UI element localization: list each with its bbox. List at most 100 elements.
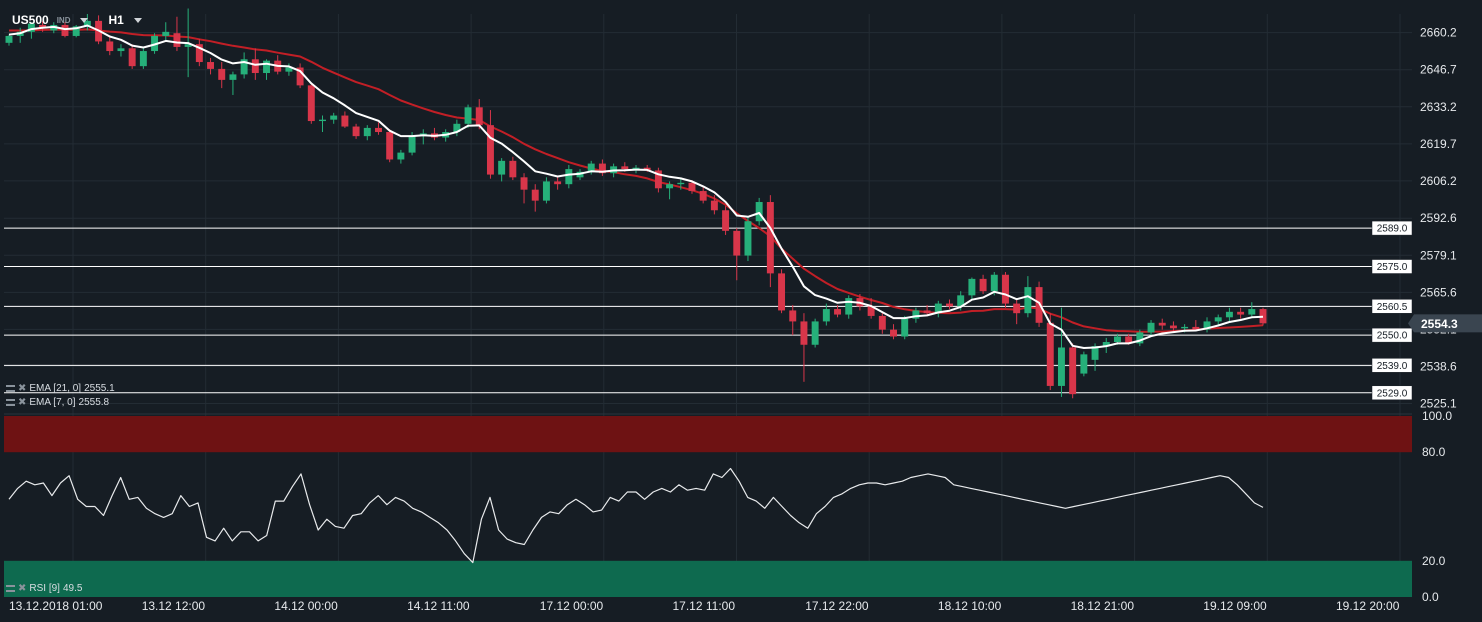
ema21-line [9, 28, 1264, 333]
candle-body [912, 310, 920, 319]
legend-ema21[interactable]: ✖ EMA [21, 0] 2555.1 [6, 383, 115, 394]
candle-body [386, 132, 394, 160]
candle [811, 318, 819, 348]
candle [979, 274, 987, 294]
candle-body [464, 107, 472, 124]
candle [1214, 314, 1222, 326]
candle-body [1237, 311, 1245, 315]
settings-icon[interactable] [6, 585, 15, 592]
candle [722, 206, 730, 235]
legend-ema7[interactable]: ✖ EMA [7, 0] 2555.8 [6, 397, 109, 408]
candle [789, 304, 797, 336]
candle-body [1192, 326, 1200, 330]
candle [464, 104, 472, 128]
close-icon[interactable]: ✖ [18, 397, 27, 408]
level-tag [1371, 385, 1413, 401]
rsi-value: 49.5 [62, 583, 83, 594]
candle [27, 22, 35, 39]
timeframe-dropdown-icon[interactable] [133, 17, 142, 23]
candle-body [946, 303, 953, 307]
candle [330, 112, 338, 124]
close-icon[interactable]: ✖ [18, 583, 27, 594]
symbol-dropdown-icon[interactable] [80, 17, 89, 23]
candle-body [979, 278, 987, 292]
candle-body [117, 48, 125, 52]
settings-icon[interactable] [6, 399, 15, 406]
time-tick-label: 17.12 00:00 [540, 599, 604, 613]
candle-body [1125, 336, 1133, 344]
candle [352, 123, 360, 139]
candle [173, 16, 181, 52]
candle-body [598, 163, 606, 174]
candle-body [957, 295, 965, 307]
candle-body [565, 169, 573, 185]
candle-body [934, 303, 942, 314]
candle-body [509, 160, 517, 178]
candle-body [688, 182, 696, 192]
candle-body [285, 67, 293, 72]
candle [375, 122, 382, 135]
candle-body [375, 127, 382, 133]
time-tick-label: 13.12.2018 01:00 [9, 599, 103, 613]
candle-body [520, 177, 528, 190]
candle-body [106, 41, 114, 52]
candle [195, 38, 203, 67]
level-tags: 2589.0 2575.0 2560.5 2550.0 2539.0 2529.0 2554… [1371, 220, 1482, 401]
price-tick-label: 2660.2 [1420, 26, 1457, 40]
candle-body [778, 273, 786, 311]
candle-body [554, 181, 562, 185]
candle [1069, 343, 1077, 399]
symbol-label[interactable]: US500 [12, 13, 49, 27]
candle [1136, 329, 1144, 347]
level-tag [1371, 259, 1413, 274]
candle-body [733, 230, 741, 256]
candle-body [699, 191, 707, 201]
candle-body [968, 278, 976, 296]
candle [296, 63, 304, 89]
candle-body [1147, 322, 1155, 333]
price-tick-label: 2633.2 [1420, 100, 1457, 114]
candle [39, 20, 47, 32]
candle [890, 324, 897, 340]
candle [139, 46, 147, 69]
candle-body [1024, 287, 1032, 314]
timeframe-label[interactable]: H1 [108, 13, 124, 27]
ema7-label: EMA [7, 0] [29, 397, 76, 408]
candle [699, 186, 707, 204]
candle [542, 177, 550, 204]
legend-rsi[interactable]: ✖ RSI [9] 49.5 [6, 583, 82, 594]
level-tag [1371, 358, 1413, 373]
candle-body [352, 126, 360, 137]
candle [1158, 318, 1166, 330]
candle-body [666, 184, 674, 189]
candle [397, 149, 405, 164]
candle [822, 303, 830, 326]
candle-body [184, 44, 192, 47]
time-tick-label: 17.12 22:00 [805, 599, 869, 613]
candle [598, 159, 606, 176]
candle-body [587, 163, 595, 172]
ema21-value: 2555.1 [84, 383, 115, 394]
candle [1259, 307, 1267, 326]
candle-body [408, 136, 416, 153]
candle-body [766, 202, 774, 274]
candle [509, 156, 517, 181]
candle-body [845, 298, 853, 315]
rsi-tick-label: 80.0 [1422, 445, 1446, 459]
ema7-value: 2555.8 [78, 397, 110, 408]
candle [486, 110, 494, 179]
settings-icon[interactable] [6, 385, 15, 392]
candle-body [621, 166, 629, 170]
candle [834, 304, 842, 318]
time-axis: 13.12.2018 01:00 13.12 12:00 14.12 00:00 14… [9, 599, 1400, 613]
candle [498, 158, 506, 182]
candle-body [1035, 287, 1043, 323]
close-icon[interactable]: ✖ [18, 383, 27, 394]
candle-body [229, 74, 237, 80]
candle-body [744, 221, 752, 256]
candle [968, 277, 976, 300]
candle [475, 99, 483, 130]
candle [1057, 307, 1065, 397]
